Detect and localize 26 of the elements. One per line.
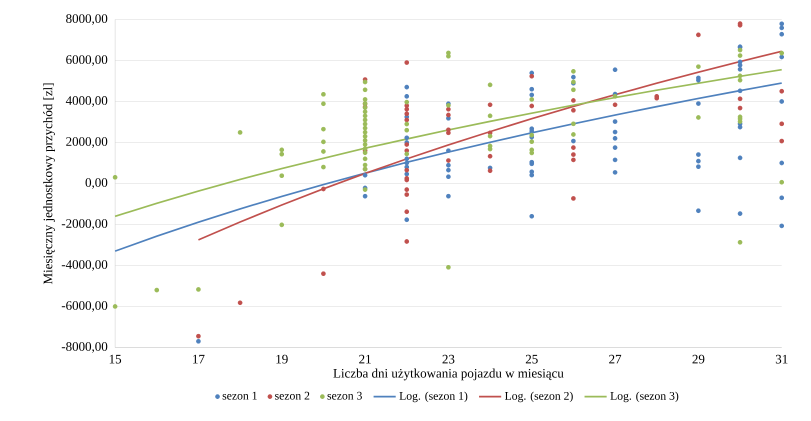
y-tick-label: 8000,00: [66, 14, 108, 25]
y-tick-label: 2000,00: [66, 137, 108, 148]
y-tick-label: -6000,00: [62, 301, 108, 312]
y-tick-label: 0,00: [86, 178, 108, 189]
y-tick-label: -2000,00: [62, 219, 108, 230]
x-tick-label: 27: [609, 354, 622, 364]
x-tick-label: 15: [110, 354, 122, 364]
legend-label: sezon 3: [328, 392, 362, 400]
x-tick-label: 29: [692, 354, 704, 364]
y-tick-label: -4000,00: [62, 260, 108, 271]
legend-label: Log. (sezon 3): [610, 392, 678, 402]
legend-label: sezon 1: [222, 392, 257, 400]
y-tick-label: 4000,00: [66, 96, 108, 107]
x-tick-label: 17: [193, 354, 205, 364]
y-tick-label: 6000,00: [66, 55, 108, 66]
x-tick-label: 31: [776, 354, 788, 364]
legend-label: Log. (sezon 1): [399, 392, 468, 402]
y-axis-title: Miesięczny jednostkowy przychód [zl]: [43, 84, 56, 284]
x-tick-label: 21: [359, 354, 371, 364]
legend-label: sezon 2: [275, 392, 310, 400]
x-tick-label: 25: [526, 354, 538, 364]
x-tick-label: 23: [442, 354, 454, 364]
x-axis-title: Liczba dni użytkowania pojazdu w miesiącu: [333, 368, 564, 380]
legend-label: Log. (sezon 2): [504, 392, 573, 402]
x-tick-label: 19: [276, 354, 288, 364]
y-tick-label: -8000,00: [62, 342, 108, 353]
